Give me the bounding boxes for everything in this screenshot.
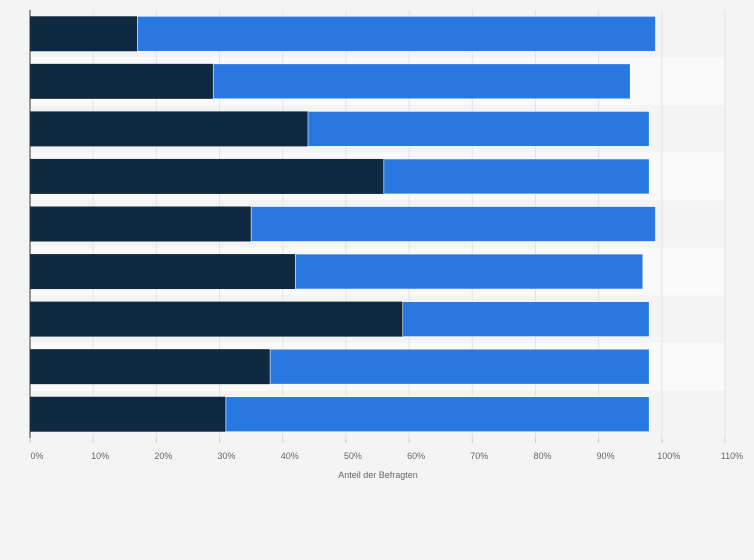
x-tick-label: 50% <box>344 451 362 461</box>
bar-segment-series-1 <box>30 206 252 242</box>
x-axis-ticks: 0% 10% 20% 30% 40% 50% 60% 70% 80% 90% 100% 110% <box>29 438 743 461</box>
x-tick-label: 100% <box>657 451 680 461</box>
x-tick-label: 70% <box>470 451 488 461</box>
bar-segment-series-2 <box>137 15 656 52</box>
bar-segment-series-2 <box>402 301 650 337</box>
bar-segment-series-2 <box>307 111 650 147</box>
bar-segment-series-1 <box>30 158 384 194</box>
bar-segment-series-2 <box>269 348 650 385</box>
bars <box>30 15 656 433</box>
x-tick-label: 0% <box>30 451 43 461</box>
x-tick-label: 10% <box>91 451 109 461</box>
bar-segment-series-1 <box>30 301 403 337</box>
x-tick-label: 110% <box>721 451 743 461</box>
x-tick-label: 80% <box>533 451 551 461</box>
bar-segment-series-1 <box>30 254 296 290</box>
bar-segment-series-1 <box>30 63 214 99</box>
x-tick-label: 60% <box>407 451 425 461</box>
x-tick-label: 30% <box>218 451 236 461</box>
bar-segment-series-1 <box>30 111 308 147</box>
bar-segment-series-1 <box>30 349 271 385</box>
bar-segment-series-2 <box>225 396 650 433</box>
x-tick-label: 40% <box>281 451 299 461</box>
x-tick-label: 20% <box>154 451 172 461</box>
bar-segment-series-2 <box>295 253 644 290</box>
bar-segment-series-2 <box>383 158 650 195</box>
bar-segment-series-1 <box>30 396 226 432</box>
x-tick-label: 90% <box>597 451 615 461</box>
bar-segment-series-2 <box>250 206 656 242</box>
bar-segment-series-1 <box>30 16 138 52</box>
bar-segment-series-2 <box>212 63 631 100</box>
x-axis-label: Anteil der Befragten <box>338 470 418 480</box>
